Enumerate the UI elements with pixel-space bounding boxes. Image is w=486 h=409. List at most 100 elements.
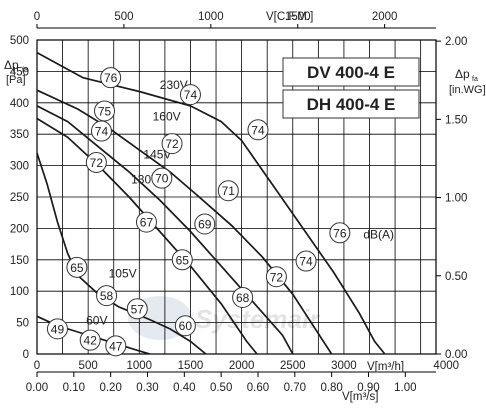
sound-marker: 74 [247, 119, 269, 141]
sound-marker-circle [161, 133, 183, 155]
x-tick-cfm: 500 [114, 11, 133, 23]
sound-marker-value: 70 [155, 172, 169, 186]
x-tick-m3h: 0 [34, 360, 40, 372]
sound-marker: 71 [217, 180, 239, 202]
x-tick-m3h: 1500 [178, 360, 204, 372]
x-tick-cfm: 1500 [285, 11, 311, 23]
sound-marker: 75 [94, 100, 116, 122]
sound-marker: 67 [135, 211, 157, 233]
model-badge-dh: DH 400-4 E [282, 89, 420, 119]
x-tick-m3s: 0.80 [320, 382, 342, 394]
y-tick-pa: 350 [10, 129, 29, 141]
sound-marker-value: 67 [140, 216, 154, 230]
sound-marker-value: 58 [100, 289, 114, 303]
sound-marker: 76 [100, 67, 122, 89]
x-tick-cfm: 1000 [198, 11, 224, 23]
sound-marker: 60 [174, 315, 196, 337]
sound-marker-value: 69 [198, 218, 212, 232]
sound-marker-circle [329, 222, 351, 244]
watermark-logo: Systemair [128, 296, 321, 340]
y-tick-pa: 500 [10, 35, 29, 47]
x-tick-m3s: 0.00 [26, 382, 48, 394]
sound-marker-value: 74 [95, 125, 109, 139]
sound-marker-value: 76 [333, 226, 347, 240]
x-tick-cfm: 0 [34, 11, 40, 23]
x-tick-m3s: 0.70 [284, 382, 306, 394]
sound-marker-value: 49 [51, 322, 65, 336]
sound-marker: 72 [161, 133, 183, 155]
sound-marker-circle [105, 335, 127, 357]
sound-marker: 49 [46, 318, 68, 340]
sound-marker-circle [265, 266, 287, 288]
sound-marker-circle [94, 100, 116, 122]
curve-130v [36, 117, 258, 355]
y-tick-pa: 50 [16, 318, 29, 330]
sound-marker-circle [79, 329, 101, 351]
y-tick-pa: 400 [10, 98, 29, 110]
top-axis-unit: V[C.F.M.] [266, 11, 313, 23]
sound-marker-value: 60 [179, 319, 193, 333]
sound-marker: 74 [179, 84, 201, 106]
model-dv-label: DV 400-4 E [307, 63, 395, 82]
sound-marker-value: 68 [236, 291, 250, 305]
sound-marker: 58 [96, 285, 118, 307]
x-tick-cfm: 2000 [372, 11, 398, 23]
sound-marker-value: 72 [270, 270, 284, 284]
sound-marker-value: 71 [222, 184, 236, 198]
sound-marker: 42 [79, 329, 101, 351]
sound-marker-circle [171, 249, 193, 271]
x-tick-m3h: 500 [79, 360, 98, 372]
sound-marker-value: 74 [184, 88, 198, 102]
x-tick-m3h: 2000 [229, 360, 255, 372]
sound-marker: 68 [232, 286, 254, 308]
sound-marker-circle [90, 120, 112, 142]
y-tick-pa: 300 [10, 161, 29, 173]
sound-marker-value: 76 [104, 71, 118, 85]
sound-marker-value: 74 [299, 255, 313, 269]
y-tick-pa: 200 [10, 223, 29, 235]
right-axis-unit: [in.WG] [449, 84, 486, 96]
right-axis-sub: fa [472, 76, 478, 83]
sound-marker-value: 75 [98, 104, 112, 118]
curve-230v [36, 51, 386, 355]
sound-marker: 57 [126, 298, 148, 320]
sound-marker-circle [96, 285, 118, 307]
sound-marker-circle [247, 119, 269, 141]
sound-marker: 76 [329, 222, 351, 244]
sound-marker: 72 [85, 151, 107, 173]
curve-145v [36, 105, 294, 355]
sound-marker: 65 [66, 256, 88, 278]
x-tick-m3h: 4000 [433, 360, 459, 372]
model-badge-dv: DV 400-4 E [282, 57, 420, 87]
sound-marker: 74 [90, 120, 112, 142]
x-tick-m3s: 0.30 [136, 382, 158, 394]
y-tick-pa: 100 [10, 286, 29, 298]
sound-marker: 70 [151, 167, 173, 189]
sound-marker-circle [179, 84, 201, 106]
sound-marker: 72 [265, 266, 287, 288]
curve-label: 230V [160, 78, 188, 92]
left-axis-sub: fa [22, 67, 28, 74]
sound-marker-value: 74 [251, 123, 265, 137]
y-tick-inwg: 1.50 [445, 114, 467, 126]
y-tick-pa: 250 [10, 192, 29, 204]
sound-marker-circle [295, 250, 317, 272]
sound-marker-circle [151, 167, 173, 189]
y-tick-pa: 450 [10, 66, 29, 78]
sound-marker-circle [85, 151, 107, 173]
curve-label: 60V [86, 314, 107, 328]
sound-marker-value: 72 [165, 137, 179, 151]
sound-marker-circle [100, 67, 122, 89]
sound-marker: 47 [105, 335, 127, 357]
x-tick-m3s: 0.60 [247, 382, 269, 394]
x-tick-m3h: 1000 [127, 360, 153, 372]
sound-marker-value: 42 [84, 334, 98, 348]
curve-label: dB(A) [363, 228, 394, 242]
sound-marker-value: 65 [176, 253, 190, 267]
sound-marker-value: 47 [109, 339, 123, 353]
sound-marker-circle [135, 211, 157, 233]
curve-label: 105V [109, 267, 137, 281]
y-tick-inwg: 1.00 [445, 193, 467, 205]
